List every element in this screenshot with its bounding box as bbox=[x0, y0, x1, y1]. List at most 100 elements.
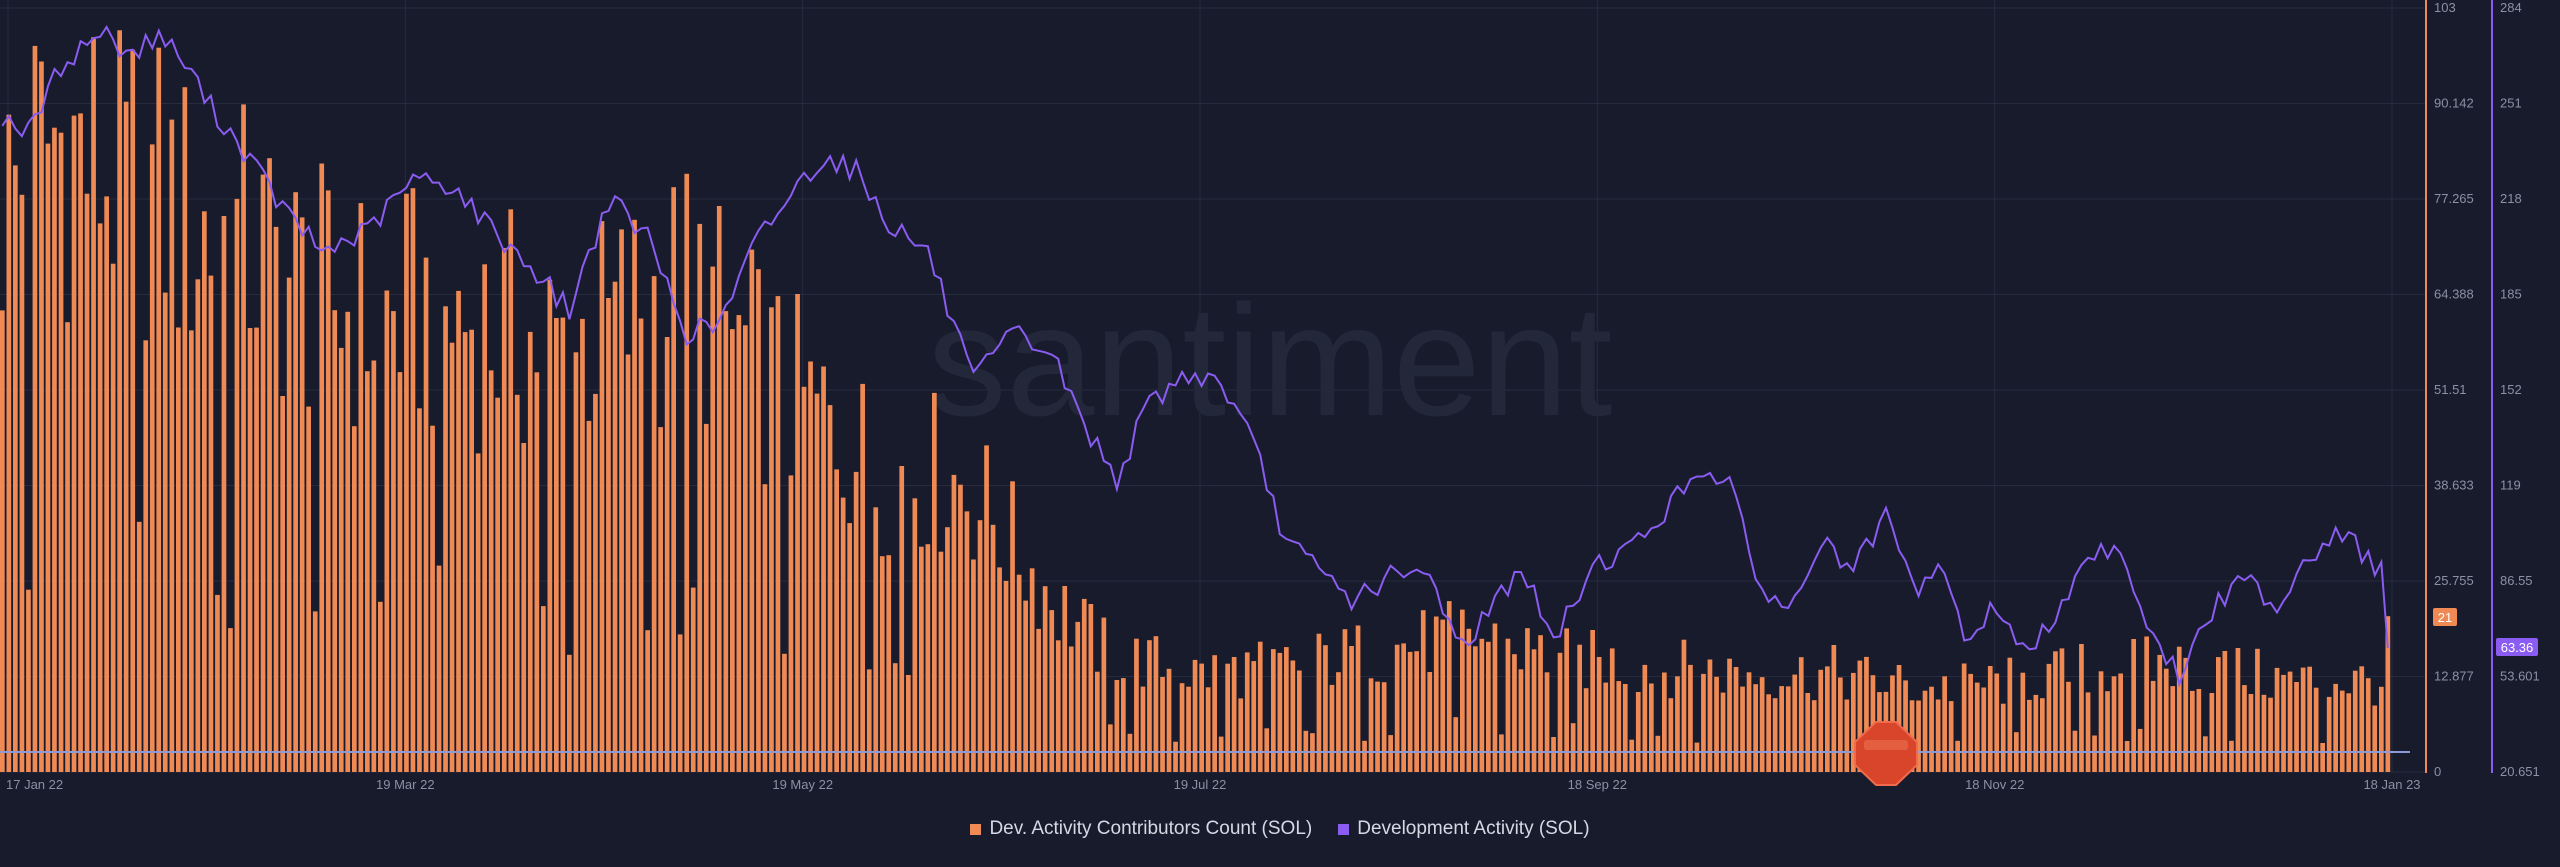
bar bbox=[1101, 617, 1107, 772]
bar bbox=[958, 484, 963, 772]
bar bbox=[312, 611, 318, 772]
bar bbox=[645, 630, 650, 772]
bar bbox=[384, 290, 390, 772]
y-left-tick-label: 25.755 bbox=[2434, 573, 2474, 588]
bar bbox=[1401, 643, 1406, 772]
bar bbox=[964, 511, 970, 772]
bar bbox=[606, 298, 611, 772]
bar bbox=[2027, 699, 2032, 772]
bar bbox=[1355, 625, 1361, 772]
bar bbox=[1166, 668, 1172, 772]
bar bbox=[703, 423, 709, 772]
bar bbox=[2118, 673, 2123, 772]
bar bbox=[1147, 640, 1152, 772]
bar bbox=[1609, 648, 1615, 772]
bar bbox=[873, 507, 879, 772]
bar bbox=[866, 669, 872, 772]
bar bbox=[202, 211, 207, 773]
bar bbox=[1375, 681, 1380, 772]
bar bbox=[1114, 680, 1120, 772]
bar bbox=[997, 567, 1002, 772]
bar bbox=[332, 310, 338, 772]
bar bbox=[801, 386, 807, 772]
bar bbox=[228, 628, 233, 772]
bar bbox=[2144, 636, 2149, 772]
bar bbox=[1244, 652, 1250, 772]
bar bbox=[1323, 645, 1328, 772]
bar bbox=[2066, 681, 2071, 772]
bar bbox=[1140, 686, 1146, 772]
legend-item-bars[interactable]: Dev. Activity Contributors Count (SOL) bbox=[970, 818, 1312, 840]
bar bbox=[423, 257, 429, 773]
bar bbox=[1948, 701, 1954, 772]
stop-sign-icon[interactable] bbox=[1854, 721, 1918, 786]
bar bbox=[2079, 644, 2084, 772]
bar bbox=[2326, 696, 2332, 772]
bar bbox=[1662, 672, 1667, 772]
bar bbox=[567, 654, 572, 772]
bar bbox=[1329, 684, 1335, 772]
bar bbox=[1531, 649, 1537, 772]
bar bbox=[247, 328, 253, 772]
bar bbox=[1192, 659, 1198, 772]
bar bbox=[612, 281, 618, 772]
legend-item-line[interactable]: Development Activity (SOL) bbox=[1338, 818, 1590, 840]
bar bbox=[1473, 646, 1478, 772]
bar bbox=[1257, 641, 1263, 772]
bar bbox=[1772, 698, 1778, 772]
bar bbox=[1629, 739, 1635, 772]
bar bbox=[65, 322, 70, 772]
stop-marker[interactable] bbox=[1854, 721, 1918, 786]
bar bbox=[2281, 674, 2286, 772]
bar bbox=[2242, 685, 2247, 772]
bar bbox=[2163, 668, 2169, 772]
stop-sign-highlight bbox=[1864, 740, 1908, 750]
bar bbox=[1284, 647, 1289, 772]
bar bbox=[1388, 735, 1393, 772]
y-right-tick-label: 185 bbox=[2500, 287, 2522, 302]
bar bbox=[1916, 700, 1921, 772]
bar bbox=[1727, 658, 1732, 772]
bar bbox=[436, 565, 442, 772]
bar bbox=[52, 127, 57, 772]
bar bbox=[1081, 598, 1087, 772]
bar bbox=[2235, 648, 2241, 772]
bar bbox=[814, 393, 820, 772]
line-swatch-icon bbox=[1338, 823, 1350, 835]
bar bbox=[664, 337, 670, 772]
bar bbox=[1779, 686, 1784, 772]
bar bbox=[938, 551, 944, 772]
bar bbox=[2150, 680, 2156, 772]
bar bbox=[547, 279, 553, 772]
bar bbox=[143, 340, 149, 772]
bar bbox=[1622, 684, 1628, 772]
bar bbox=[345, 311, 351, 772]
legend-label-line: Development Activity (SOL) bbox=[1357, 818, 1590, 839]
bar bbox=[2033, 694, 2039, 772]
bar bbox=[1525, 628, 1530, 772]
bar bbox=[1271, 649, 1276, 772]
bar bbox=[1095, 671, 1100, 772]
bar bbox=[1903, 680, 1908, 772]
bar bbox=[1851, 672, 1856, 772]
bar bbox=[2176, 646, 2182, 772]
bar bbox=[365, 371, 370, 772]
bar bbox=[508, 209, 514, 773]
bars-last-value-badge: 21 bbox=[2433, 608, 2457, 626]
bar bbox=[254, 327, 259, 772]
bar bbox=[1036, 628, 1041, 772]
y-right-tick-label: 86.55 bbox=[2500, 573, 2533, 588]
y-left-tick-label: 38.633 bbox=[2434, 478, 2474, 493]
bar bbox=[1694, 742, 1700, 772]
bar bbox=[286, 277, 292, 772]
bar bbox=[1570, 723, 1576, 772]
bar bbox=[2379, 686, 2384, 772]
bar bbox=[1160, 677, 1165, 772]
bar bbox=[215, 594, 220, 772]
bar bbox=[2229, 740, 2234, 772]
bar bbox=[45, 143, 51, 773]
bar bbox=[1642, 664, 1648, 772]
bar bbox=[1831, 645, 1837, 772]
bar bbox=[1857, 660, 1863, 772]
bar bbox=[2294, 682, 2299, 772]
